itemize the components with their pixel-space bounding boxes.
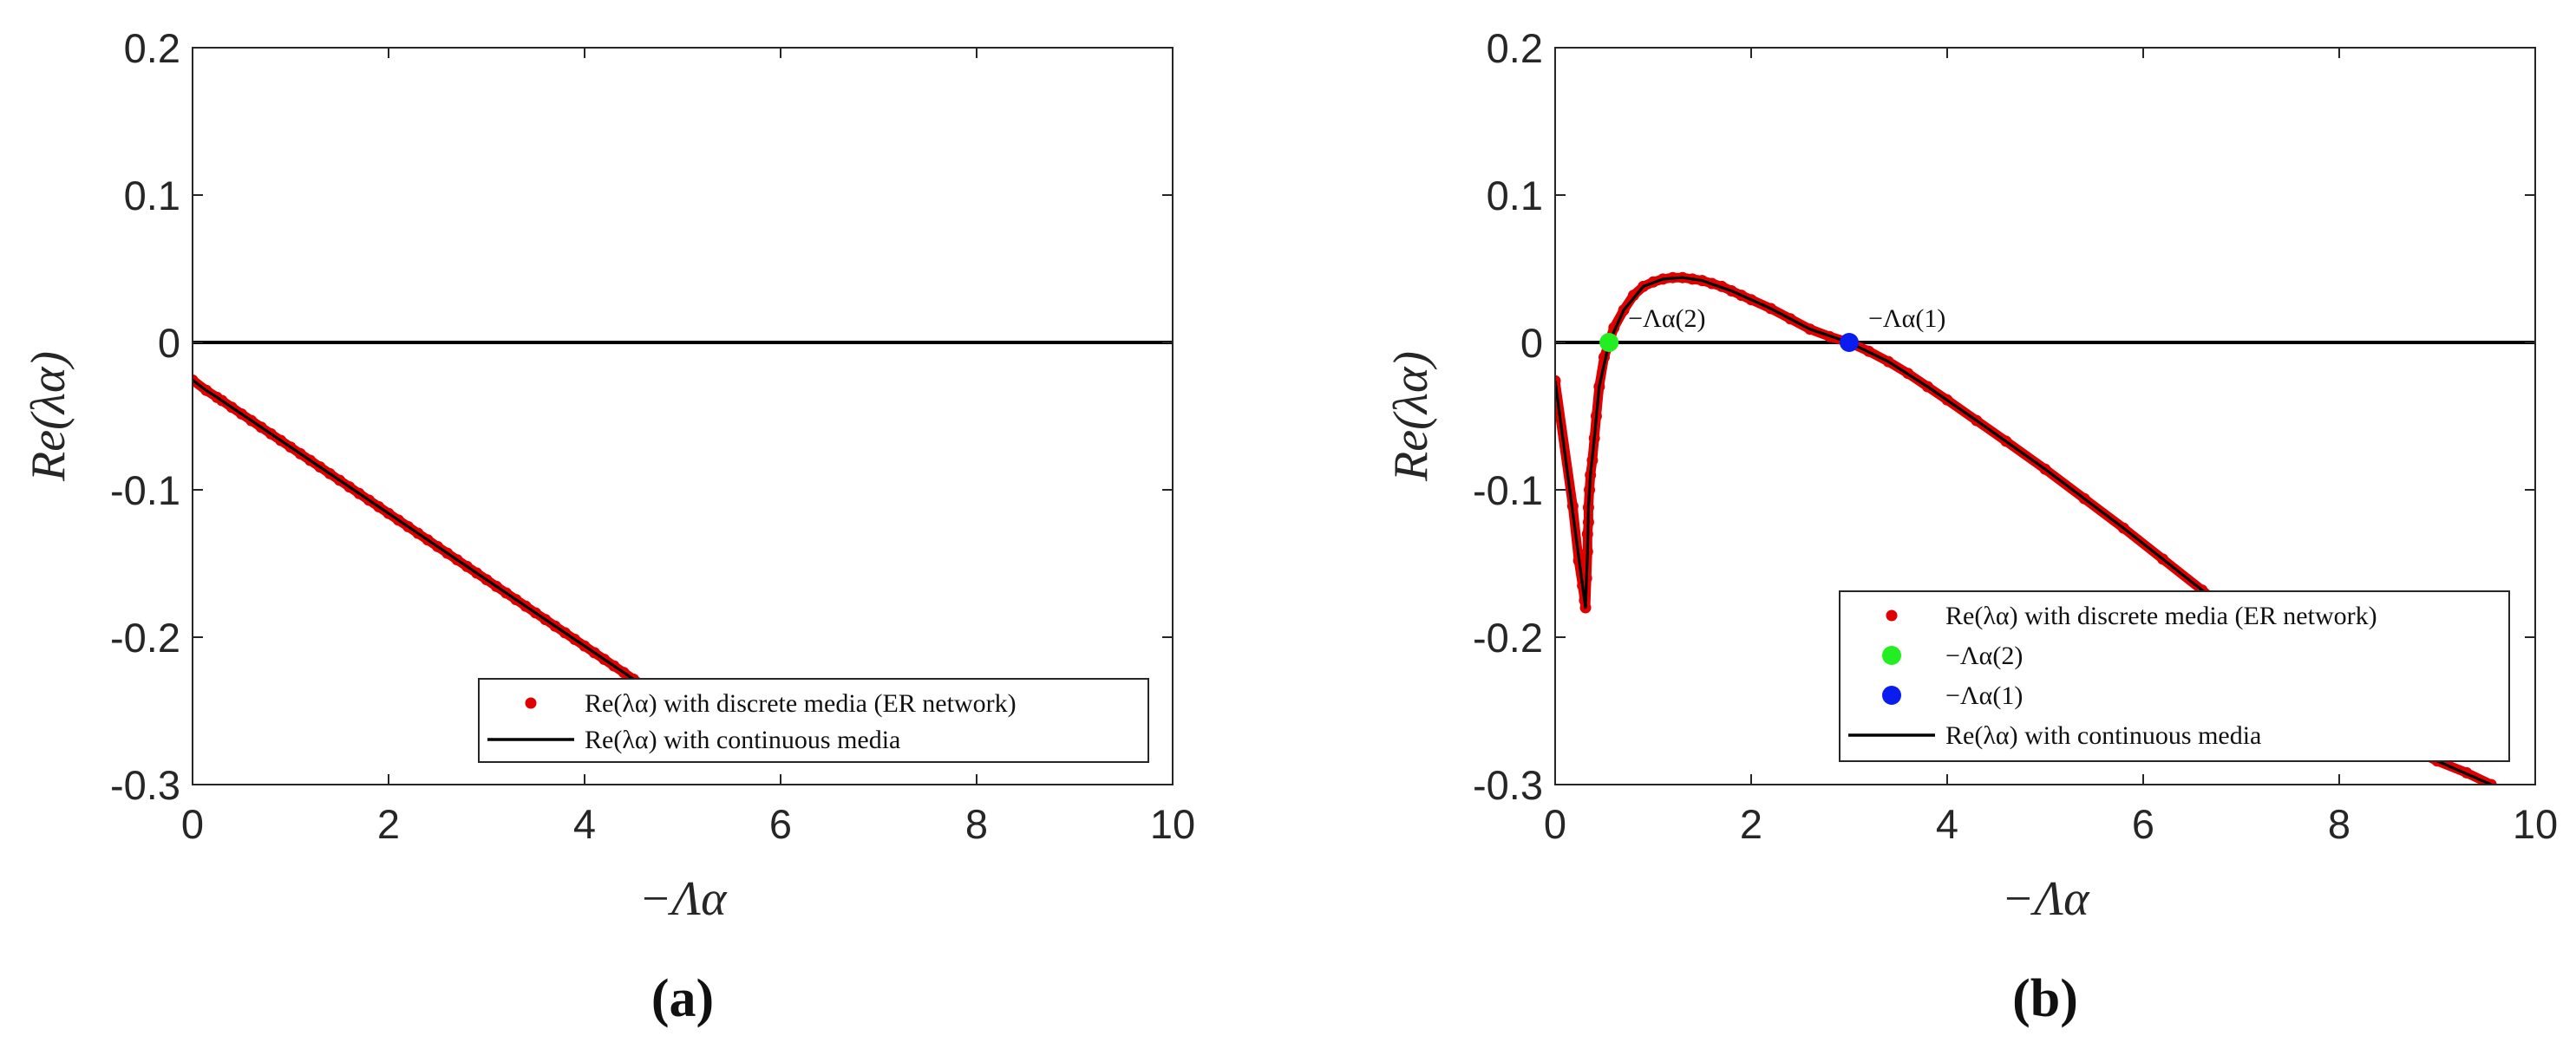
x-tick-label: 2 (377, 801, 400, 847)
y-tick-label: -0.3 (110, 762, 180, 808)
y-tick-label: -0.2 (110, 615, 180, 661)
critical-point-label: −Λα(1) (1868, 304, 1945, 333)
y-tick-label: 0 (158, 320, 180, 366)
legend-entry-label: −Λα(2) (1945, 642, 2023, 670)
x-axis-label: −Λα (2001, 872, 2090, 926)
x-tick-label: 10 (2513, 801, 2558, 847)
y-tick-label: -0.1 (110, 467, 180, 513)
continuous-line (1555, 276, 2492, 785)
y-axis-label: Re(λα) (22, 351, 75, 482)
panel-b: −Λα(2) −Λα(1) 0 2 4 6 8 10 0.2 0.1 0 -0.1 -0.2 -0.3 −Λ… (1384, 25, 2558, 1028)
legend: Re(λα) with discrete media (ER network) R… (478, 678, 1149, 763)
critical-point-label: −Λα(2) (1628, 304, 1705, 333)
x-tick-label: 8 (2328, 801, 2350, 847)
y-axis-label: Re(λα) (1384, 351, 1438, 482)
critical-point-marker (1840, 333, 1859, 352)
plot-area (193, 48, 1173, 785)
axes-frame (1554, 47, 2536, 785)
x-tick-label: 10 (1150, 801, 1195, 847)
legend-swatch-marker (1882, 646, 1901, 665)
panel-letter: (b) (2012, 969, 2078, 1028)
discrete-point (1627, 290, 1639, 302)
axes-frame (192, 47, 1174, 785)
x-tick-label: 8 (965, 801, 988, 847)
legend-entry-label: Re(λα) with discrete media (ER network) (585, 689, 1017, 718)
legend-swatch-discrete (525, 697, 537, 709)
legend-swatch-discrete (1886, 609, 1898, 622)
legend-entry-label: Re(λα) with continuous media (585, 726, 900, 754)
legend-swatch-marker (1882, 686, 1901, 705)
legend: Re(λα) with discrete media (ER network) −… (1839, 590, 2510, 762)
y-tick-label: 0.2 (124, 25, 180, 71)
x-tick-label: 0 (181, 801, 204, 847)
y-tick-label: 0.1 (124, 173, 180, 218)
y-tick-label: -0.2 (1473, 615, 1543, 661)
panel-letter: (a) (651, 969, 714, 1028)
legend-box (478, 678, 1149, 763)
legend-entry-label: −Λα(1) (1945, 681, 2023, 710)
legend-entry-label: Re(λα) with continuous media (1945, 721, 2261, 750)
legend-box (1839, 590, 2510, 762)
x-tick-label: 6 (769, 801, 792, 847)
y-tick-label: -0.1 (1473, 467, 1543, 513)
y-tick-label: 0 (1520, 320, 1543, 366)
x-tick-label: 4 (573, 801, 596, 847)
x-tick-label: 0 (1544, 801, 1566, 847)
legend-entry-label: Re(λα) with discrete media (ER network) (1945, 602, 2377, 630)
critical-point-marker (1599, 333, 1619, 352)
y-tick-label: 0.1 (1487, 173, 1543, 218)
x-tick-label: 6 (2132, 801, 2154, 847)
y-tick-label: -0.3 (1473, 762, 1543, 808)
panel-a: 0 2 4 6 8 10 0.2 0.1 0 -0.1 -0.2 -0.3 −Λα Re(λα) (a) Re… (22, 25, 1195, 1028)
x-tick-label: 4 (1936, 801, 1958, 847)
x-tick-label: 2 (1740, 801, 1762, 847)
y-tick-label: 0.2 (1487, 25, 1543, 71)
x-axis-label: −Λα (638, 872, 728, 926)
